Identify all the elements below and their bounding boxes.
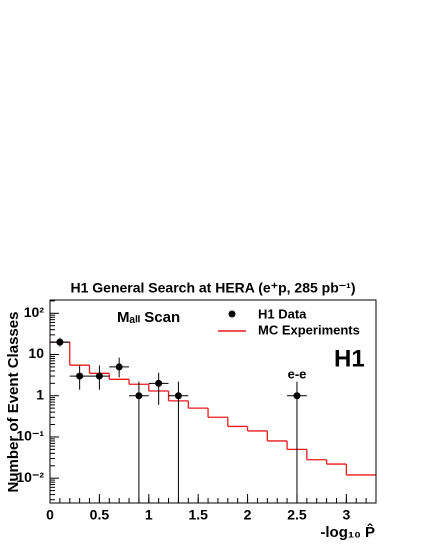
data-point	[155, 379, 163, 387]
scan-label: Mₐₗₗ Scan	[117, 309, 180, 326]
y-tick-label: 10	[28, 345, 44, 361]
x-axis-label: -log₁₀ P̂	[320, 522, 375, 541]
legend-label: H1 Data	[258, 306, 307, 321]
x-tick-label: 2	[244, 507, 252, 523]
legend-label: MC Experiments	[258, 322, 360, 337]
data-point	[293, 392, 301, 400]
y-tick-label: 10⁻¹	[16, 428, 44, 444]
x-tick-label: 1.5	[188, 507, 208, 523]
x-tick-label: 0.5	[90, 507, 110, 523]
data-point	[76, 372, 84, 380]
data-point	[135, 392, 143, 400]
frame	[49, 299, 377, 504]
h1-logo: H1	[334, 345, 365, 372]
x-tick-label: 3	[342, 507, 350, 523]
peak-label: e-e	[288, 366, 307, 381]
plot-area	[50, 337, 376, 503]
legend-marker	[228, 310, 236, 318]
x-tick-label: 0	[46, 507, 54, 523]
y-axis-label: Number of Event Classes	[5, 312, 22, 493]
x-tick-label: 2.5	[287, 507, 307, 523]
data-point	[115, 363, 123, 371]
y-tick-label: 10²	[24, 304, 45, 320]
y-tick-label: 10⁻²	[16, 469, 44, 485]
data-point	[174, 392, 182, 400]
y-tick-label: 1	[36, 386, 44, 402]
x-tick-label: 1	[145, 507, 153, 523]
data-point	[56, 338, 64, 346]
chart-title: H1 General Search at HERA (e⁺p, 285 pb⁻¹…	[70, 280, 355, 296]
data-point	[95, 372, 103, 380]
